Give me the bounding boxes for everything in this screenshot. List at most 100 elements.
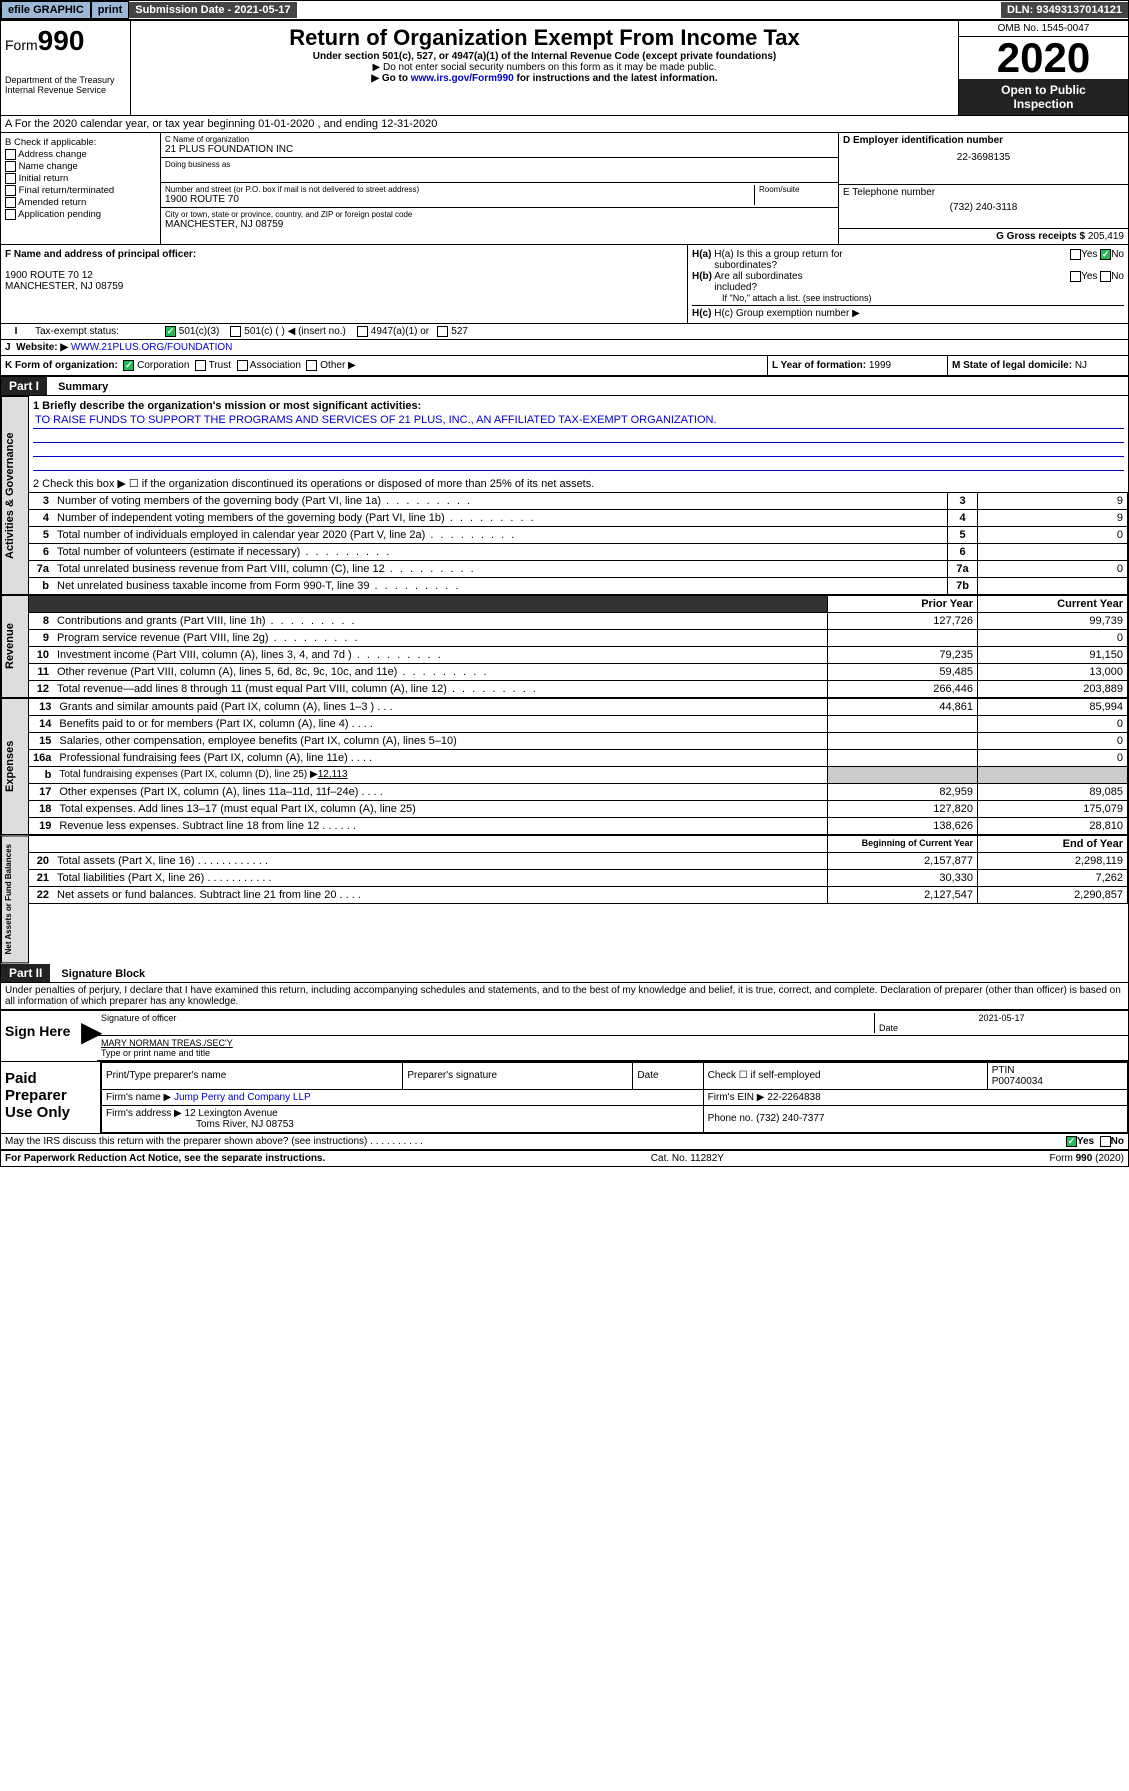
col-c-org-info: C Name of organization21 PLUS FOUNDATION… [161, 133, 838, 244]
subtitle-1: Under section 501(c), 527, or 4947(a)(1)… [135, 51, 954, 62]
hb-yes[interactable] [1070, 271, 1081, 282]
subtitle-3: ▶ Go to www.irs.gov/Form990 for instruct… [135, 73, 954, 84]
line-text: Number of independent voting members of … [53, 510, 948, 527]
form-title: Return of Organization Exempt From Incom… [135, 25, 954, 51]
tax-status-label: Tax-exempt status: [31, 324, 161, 339]
line-text: Contributions and grants (Part VIII, lin… [53, 613, 828, 630]
row-i-tax-status: I Tax-exempt status: 501(c)(3) 501(c) ( … [1, 324, 1128, 340]
dept-label: Department of the Treasury [5, 75, 126, 85]
line-text: Professional fundraising fees (Part IX, … [55, 750, 827, 767]
mission-label: 1 Briefly describe the organization's mi… [33, 400, 421, 412]
top-toolbar: efile GRAPHIC print Submission Date - 20… [0, 0, 1129, 20]
prior-year: 79,235 [828, 647, 978, 664]
eoy-hdr: End of Year [978, 836, 1128, 853]
chk-527[interactable] [437, 326, 448, 337]
org-address: 1900 ROUTE 70 [165, 194, 754, 205]
line-text: Revenue less expenses. Subtract line 18 … [55, 818, 827, 835]
line-text: Net unrelated business taxable income fr… [53, 578, 948, 595]
discuss-yes[interactable] [1066, 1136, 1077, 1147]
officer-addr1: 1900 ROUTE 70 12 [5, 270, 683, 281]
part1-title: Summary [50, 381, 108, 393]
bocy-hdr: Beginning of Current Year [828, 836, 978, 853]
part2-title: Signature Block [53, 968, 145, 980]
addr-label: Number and street (or P.O. box if mail i… [165, 185, 754, 194]
chk-4947[interactable] [357, 326, 368, 337]
website-link[interactable]: WWW.21PLUS.ORG/FOUNDATION [68, 342, 232, 353]
ha-yes[interactable] [1070, 249, 1081, 260]
line-value: 9 [978, 493, 1128, 510]
line-text: Total revenue—add lines 8 through 11 (mu… [53, 681, 828, 698]
prior-year: 82,959 [828, 784, 978, 801]
chk-final-return[interactable]: Final return/terminated [5, 185, 156, 196]
chk-address-change[interactable]: Address change [5, 149, 156, 160]
line-box: 7b [948, 578, 978, 595]
chk-trust[interactable] [195, 360, 206, 371]
current-year: 0 [978, 630, 1128, 647]
chk-initial-return[interactable]: Initial return [5, 173, 156, 184]
firm-addr1: 12 Lexington Avenue [185, 1108, 278, 1119]
line-value [978, 578, 1128, 595]
line2-checkbox: 2 Check this box ▶ ☐ if the organization… [29, 475, 1128, 492]
chk-other[interactable] [306, 360, 317, 371]
firm-phone-label: Phone no. [708, 1113, 754, 1124]
perjury-declaration: Under penalties of perjury, I declare th… [1, 983, 1128, 1009]
chk-amended[interactable]: Amended return [5, 197, 156, 208]
current-year: 0 [978, 750, 1128, 767]
open-to-public: Open to PublicInspection [959, 79, 1128, 115]
line-text: Number of voting members of the governin… [53, 493, 948, 510]
line-number: 18 [29, 801, 55, 818]
line-value: 9 [978, 510, 1128, 527]
instructions-link[interactable]: www.irs.gov/Form990 [411, 73, 514, 84]
line-number: 17 [29, 784, 55, 801]
side-revenue: Revenue [1, 595, 29, 698]
discuss-no[interactable] [1100, 1136, 1111, 1147]
city-label: City or town, state or province, country… [165, 210, 834, 219]
col-f-officer: F Name and address of principal officer:… [1, 245, 688, 323]
firm-addr-label: Firm's address ▶ [106, 1108, 182, 1119]
b-label: B Check if applicable: [5, 137, 156, 148]
print-button[interactable]: print [91, 1, 129, 19]
part1-label: Part I [1, 377, 47, 395]
line-number: 4 [29, 510, 53, 527]
part2-header: Part II Signature Block [1, 964, 1128, 983]
chk-501c3[interactable] [165, 326, 176, 337]
firm-label: Firm's name ▶ [106, 1092, 171, 1103]
line-number: 10 [29, 647, 53, 664]
prep-name-hdr: Print/Type preparer's name [102, 1062, 403, 1089]
org-city: MANCHESTER, NJ 08759 [165, 219, 834, 230]
line-text: Total fundraising expenses (Part IX, col… [55, 767, 827, 784]
prior-year: 2,157,877 [828, 853, 978, 870]
chk-assoc[interactable] [237, 360, 248, 371]
blank-line [33, 457, 1124, 471]
line-value [978, 544, 1128, 561]
governance-table: 3Number of voting members of the governi… [29, 492, 1128, 595]
m-label: M State of legal domicile: [952, 360, 1072, 371]
firm-name[interactable]: Jump Perry and Company LLP [174, 1092, 311, 1103]
firm-addr2: Toms River, NJ 08753 [106, 1119, 294, 1130]
line-text: Total expenses. Add lines 13–17 (must eq… [55, 801, 827, 818]
line-box: 5 [948, 527, 978, 544]
current-year: 0 [978, 716, 1128, 733]
line-text: Grants and similar amounts paid (Part IX… [55, 699, 827, 716]
prior-year: 2,127,547 [828, 887, 978, 904]
form-header: Form990 Department of the Treasury Inter… [1, 21, 1128, 116]
section-expenses: Expenses 13Grants and similar amounts pa… [1, 698, 1128, 835]
prior-year: 30,330 [828, 870, 978, 887]
efile-button[interactable]: efile GRAPHIC [1, 1, 91, 19]
line-text: Total number of individuals employed in … [53, 527, 948, 544]
year-formation: 1999 [869, 360, 891, 371]
discuss-text: May the IRS discuss this return with the… [5, 1136, 1066, 1147]
hb-no[interactable] [1100, 271, 1111, 282]
submission-date: Submission Date - 2021-05-17 [129, 2, 296, 18]
chk-app-pending[interactable]: Application pending [5, 209, 156, 220]
chk-501c[interactable] [230, 326, 241, 337]
irs-label: Internal Revenue Service [5, 85, 126, 95]
form-number: Form990 [5, 25, 126, 57]
ptin-value: P00740034 [992, 1076, 1043, 1087]
section-bcd: B Check if applicable: Address change Na… [1, 133, 1128, 245]
chk-name-change[interactable]: Name change [5, 161, 156, 172]
line-number: 15 [29, 733, 55, 750]
ha-no[interactable] [1100, 249, 1111, 260]
chk-corp[interactable] [123, 360, 134, 371]
line-value: 0 [978, 527, 1128, 544]
